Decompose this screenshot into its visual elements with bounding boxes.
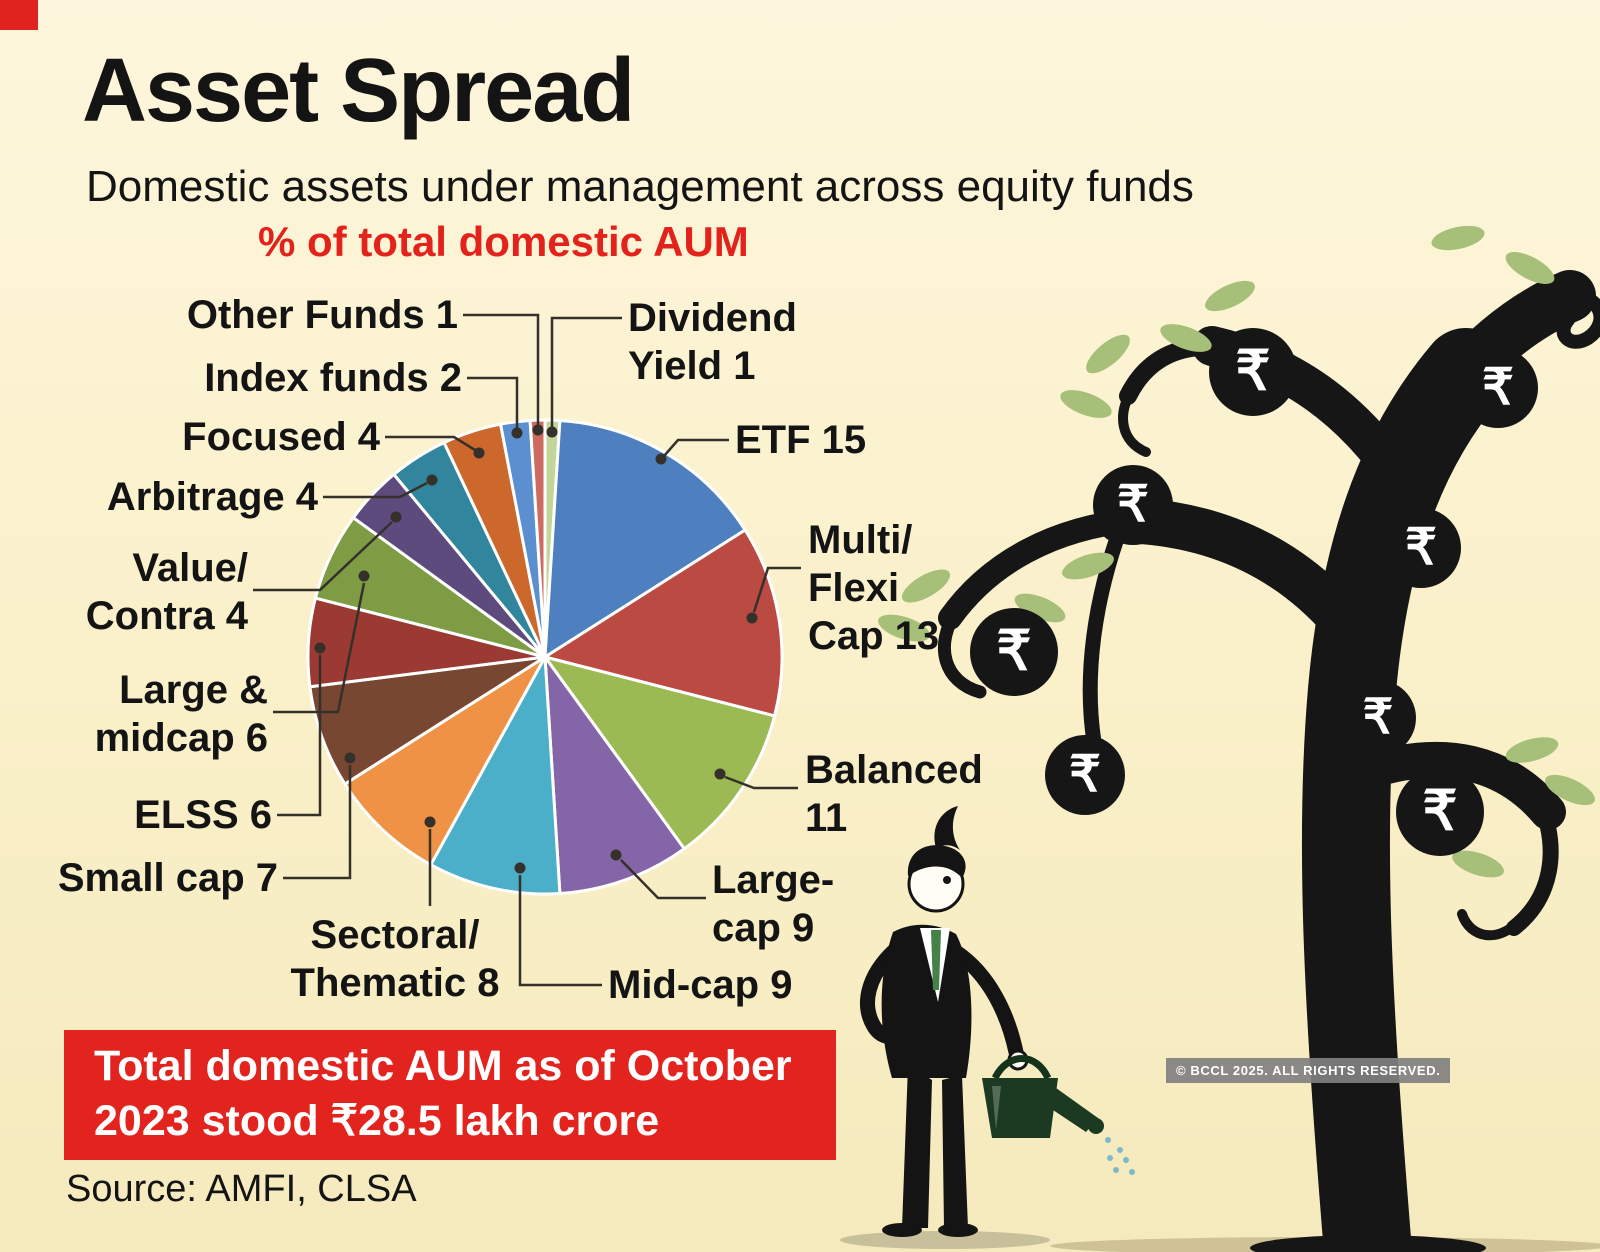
leader-line-large-midcap (273, 582, 366, 714)
leaf-icon (1452, 850, 1504, 878)
leader-line-dividend-yield (550, 316, 622, 427)
leader-dot-large-midcap (358, 570, 370, 582)
rupee-coin-icon: ₹ (1381, 508, 1461, 588)
leaf-icon (1014, 593, 1066, 623)
leader-dot-small-cap (344, 752, 356, 764)
svg-text:₹: ₹ (1405, 519, 1437, 575)
leader-line-multi-flexi-cap (752, 566, 801, 613)
leaf-icon (1062, 552, 1114, 580)
watering-can-icon (982, 1055, 1104, 1138)
chart-heading: % of total domestic AUM (258, 218, 749, 265)
leaf-icon (1205, 280, 1255, 312)
pie-label-large-cap: Large-cap 9 (712, 858, 835, 950)
leader-line-mid-cap (518, 875, 602, 987)
pie-label-mid-cap: Mid-cap 9 (608, 963, 793, 1007)
leaf-icon (1505, 737, 1559, 763)
rupee-coin-icon: ₹ (1396, 768, 1484, 856)
leader-line-balanced (724, 775, 798, 790)
pie-slice-large-cap (543, 655, 686, 895)
svg-text:₹: ₹ (1117, 476, 1149, 532)
pie-slice-small-cap (308, 655, 547, 786)
leader-line-elss (277, 655, 322, 817)
leader-dot-sectoral-thematic (424, 816, 436, 828)
leaf-icon (1545, 774, 1595, 806)
pie-label-dividend-yield: Dividend Yield 1 (628, 296, 797, 388)
leader-line-arbitrage (323, 481, 428, 499)
leader-dot-arbitrage (426, 474, 438, 486)
leader-dot-value-contra (390, 511, 402, 523)
svg-text:₹: ₹ (1482, 359, 1514, 415)
corner-mark (0, 0, 38, 30)
svg-text:₹: ₹ (997, 620, 1032, 682)
rupee-coin-icon: ₹ (1093, 465, 1173, 545)
leader-line-value-contra (253, 521, 393, 592)
leader-dot-dividend-yield (546, 426, 558, 438)
leader-dot-elss (314, 642, 326, 654)
rupee-coin-icon: ₹ (1045, 735, 1125, 815)
pie-label-balanced: Balanced 11 (805, 748, 983, 840)
leaf-icon (1505, 252, 1555, 284)
leaves (878, 225, 1595, 878)
water-drops (1105, 1137, 1135, 1175)
pie-label-small-cap: Small cap 7 (57, 856, 278, 900)
pie-label-elss: ELSS 6 (134, 793, 272, 837)
page-title: Asset Spread (82, 41, 635, 141)
pie-label-focused: Focused 4 (182, 415, 380, 459)
svg-text:₹: ₹ (1423, 780, 1458, 842)
leader-dot-etf (655, 453, 667, 465)
leader-line-small-cap (283, 765, 352, 880)
rupee-coin-icon: ₹ (1209, 328, 1297, 416)
pie-label-arbitrage: Arbitrage 4 (106, 475, 318, 519)
copyright-watermark: © BCCL 2025. ALL RIGHTS RESERVED. (1166, 1058, 1451, 1083)
leader-dot-mid-cap (514, 862, 526, 874)
svg-text:₹: ₹ (1236, 340, 1271, 402)
total-aum-banner: Total domestic AUM as of October 2023 st… (64, 1030, 836, 1160)
svg-text:₹: ₹ (1069, 746, 1101, 802)
pie-label-multi-flexi-cap: Multi/Flexi Cap 13 (808, 518, 940, 658)
page-subtitle: Domestic assets under management across … (86, 162, 1194, 211)
pie-label-index-funds: Index funds 2 (204, 356, 462, 400)
pie-label-large-midcap: Large & midcap 6 (94, 668, 268, 760)
leader-dot-multi-flexi-cap (746, 612, 758, 624)
rupee-coin-icon: ₹ (1340, 680, 1416, 756)
leader-line-large-cap (620, 859, 706, 900)
svg-text:₹: ₹ (1363, 691, 1394, 744)
pie-slice-balanced (543, 655, 777, 851)
pie-label-other-funds: Other Funds 1 (186, 293, 458, 337)
pie-slice-multi-flexi-cap (543, 528, 784, 718)
banner-line-2: 2023 stood ₹28.5 lakh crore (94, 1097, 660, 1145)
leader-dot-large-cap (610, 849, 622, 861)
source-note: Source: AMFI, CLSA (66, 1168, 417, 1210)
leader-dot-focused (473, 447, 485, 459)
pie-label-value-contra: Value/Contra 4 (85, 546, 248, 638)
pie-label-etf: ETF 15 (735, 418, 867, 462)
pie-slice-sectoral-thematic (343, 655, 547, 867)
rupee-coins: ₹ ₹ ₹ ₹ ₹ ₹ ₹ ₹ (970, 328, 1538, 856)
leaf-icon (1086, 334, 1130, 374)
leaf-icon (1160, 324, 1212, 352)
leaf-icon (1431, 225, 1485, 251)
pie-label-sectoral-thematic: Sectoral/Thematic 8 (290, 913, 500, 1005)
leader-dot-other-funds (532, 424, 544, 436)
leaf-icon (878, 614, 930, 642)
pie-slice-mid-cap (429, 655, 562, 896)
rupee-coin-icon: ₹ (970, 608, 1058, 696)
leaf-icon (1060, 390, 1112, 418)
rupee-coin-icon: ₹ (1458, 348, 1538, 428)
leader-line-etf (663, 438, 729, 457)
leader-dot-balanced (714, 768, 726, 780)
banner-line-1: Total domestic AUM as of October (94, 1042, 792, 1090)
leader-line-focused (385, 435, 476, 452)
leaf-icon (901, 569, 951, 603)
leader-dot-index-funds (511, 427, 523, 439)
gardener-illustration (840, 806, 1135, 1249)
leader-line-index-funds (467, 376, 519, 428)
leader-line-other-funds (463, 313, 540, 425)
